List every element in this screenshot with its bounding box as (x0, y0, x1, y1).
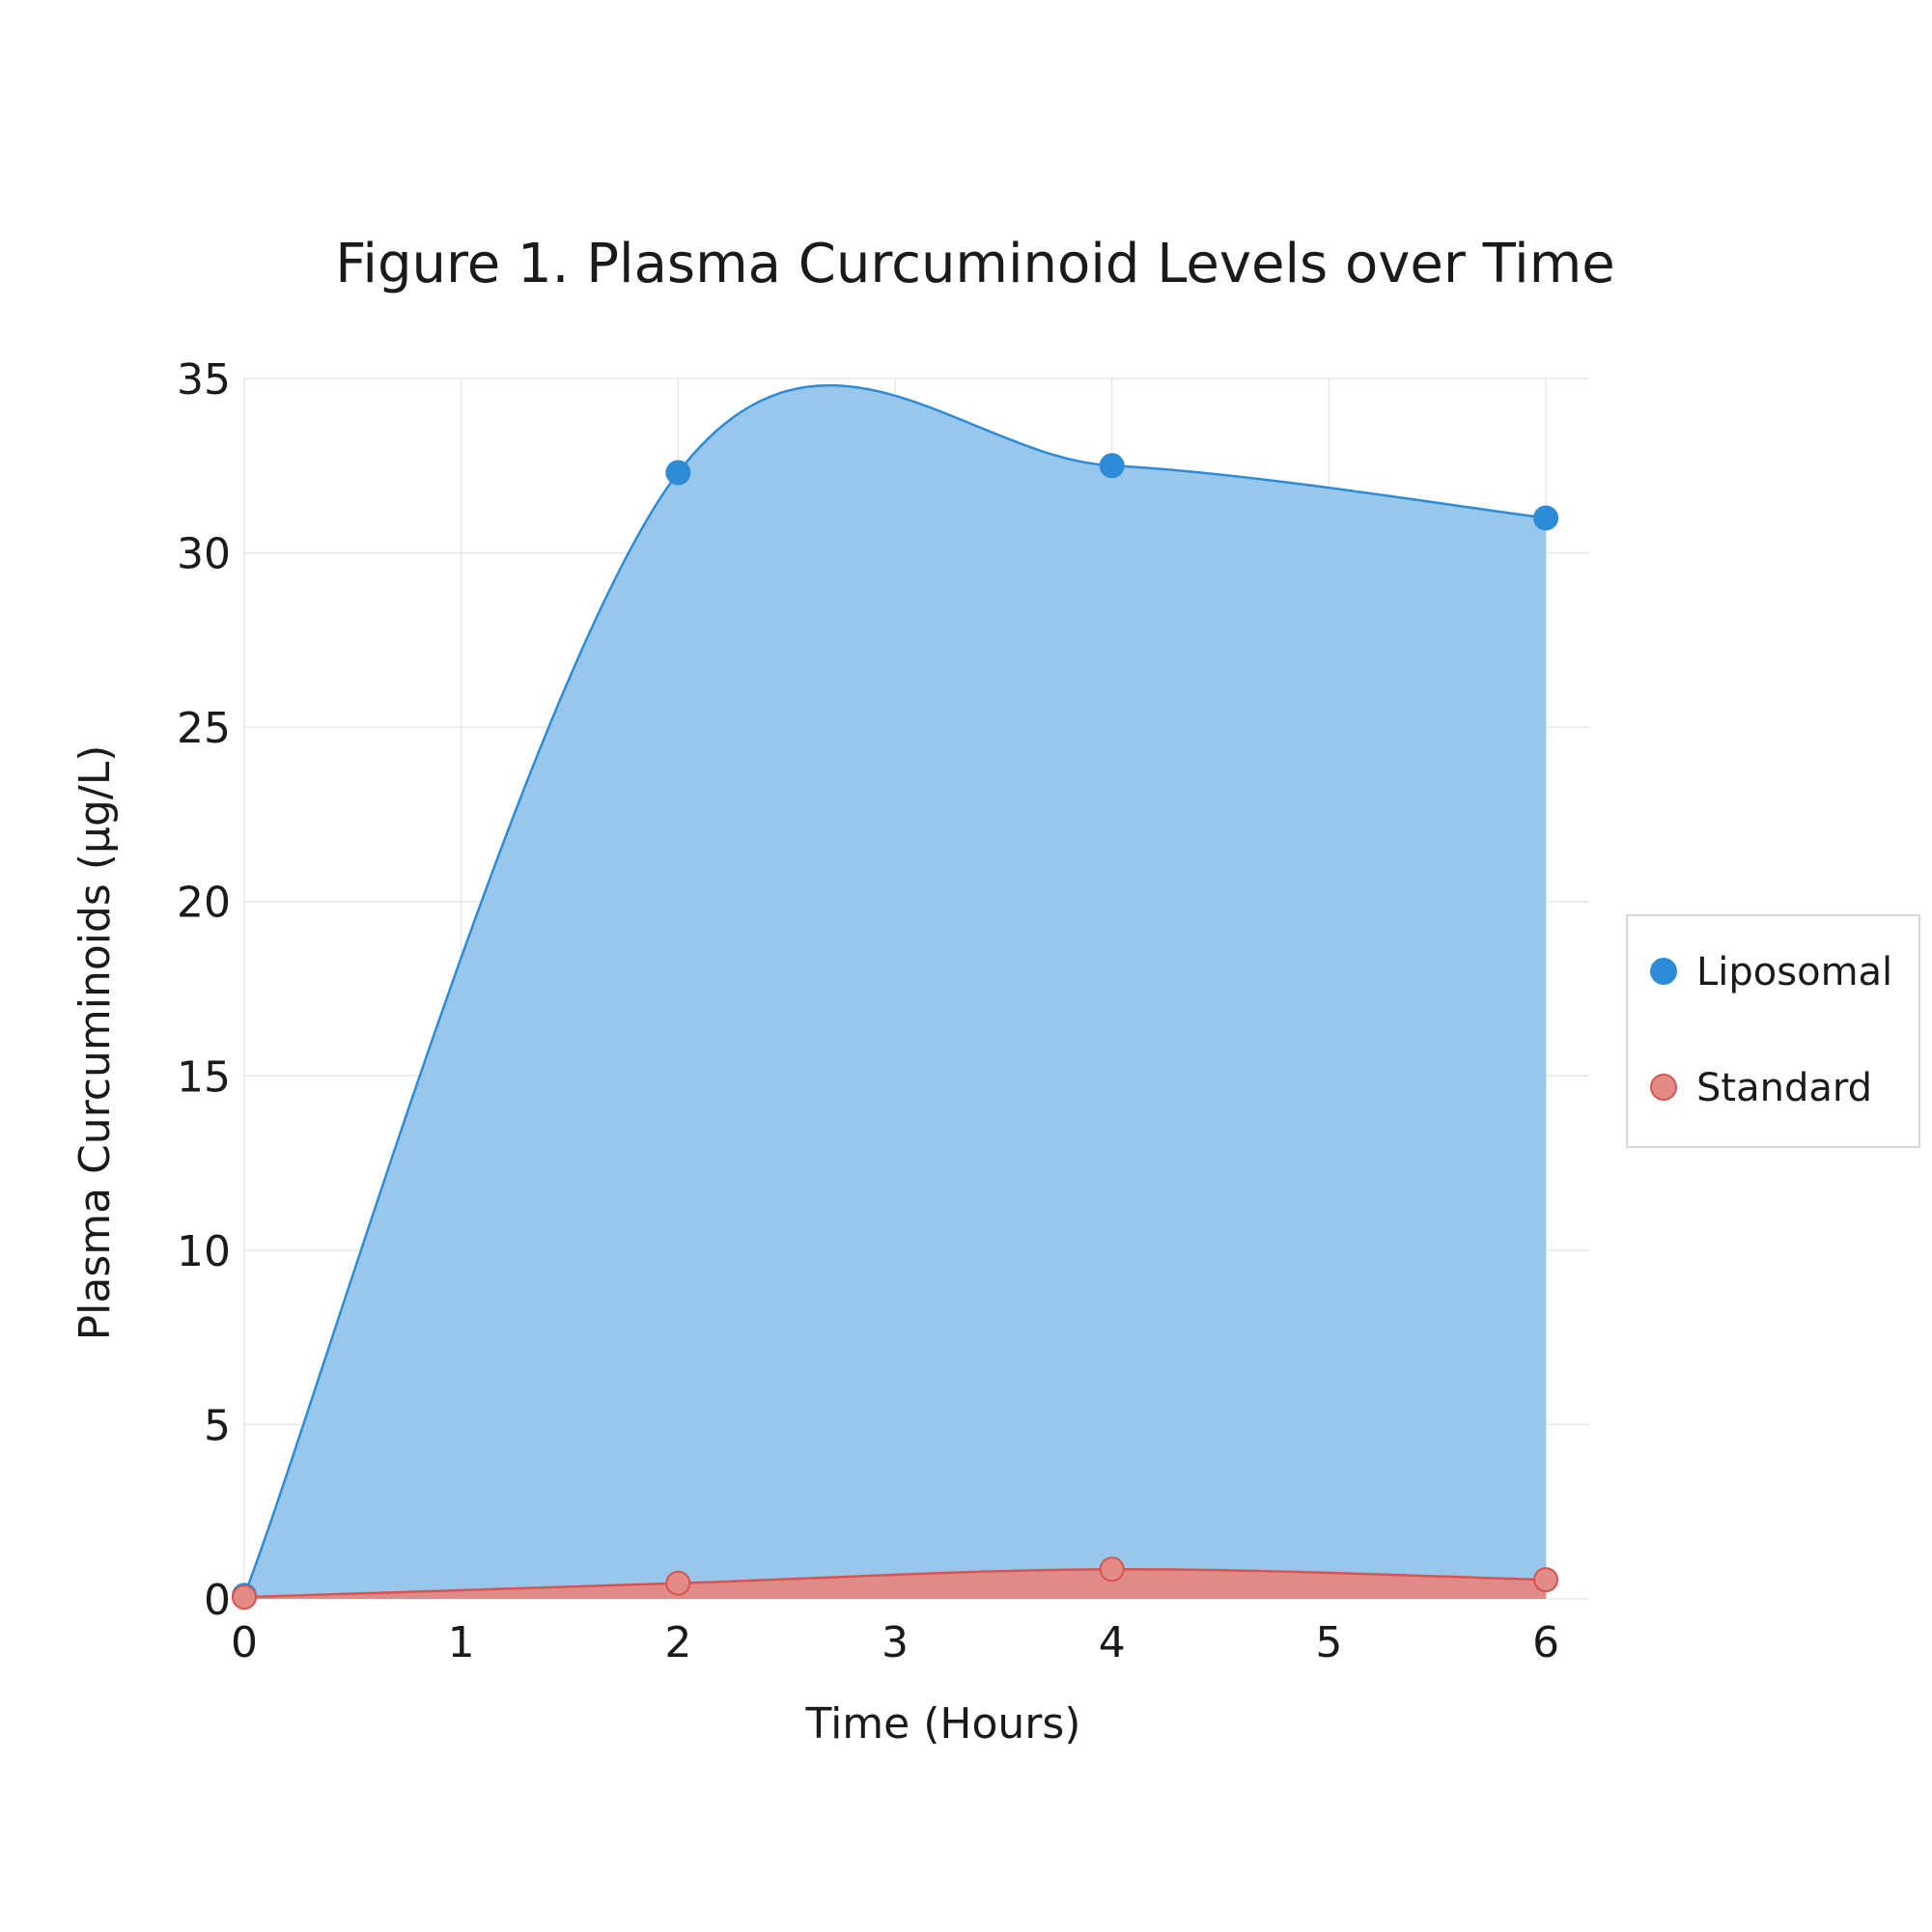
x-tick-label: 2 (664, 1618, 691, 1667)
standard-area (244, 1569, 1547, 1599)
liposomal-point (1099, 453, 1125, 479)
y-tick-label: 35 (177, 355, 231, 405)
x-tick-label: 6 (1532, 1618, 1559, 1667)
y-axis-ticks: 0 5 10 15 20 25 30 35 (177, 355, 231, 1625)
x-tick-label: 3 (882, 1618, 909, 1667)
standard-point (1533, 1567, 1559, 1593)
chart-title: Figure 1. Plasma Curcuminoid Levels over… (335, 233, 1614, 295)
y-tick-label: 20 (177, 879, 231, 928)
y-tick-label: 10 (177, 1227, 231, 1276)
standard-point (232, 1584, 257, 1610)
y-tick-label: 5 (204, 1401, 231, 1450)
legend-marker-standard (1650, 1074, 1677, 1101)
y-axis-label: Plasma Curcuminoids (μg/L) (70, 745, 120, 1341)
liposomal-point (665, 460, 691, 486)
standard-point (665, 1570, 691, 1596)
x-axis-ticks: 0 1 2 3 4 5 6 (231, 1618, 1559, 1667)
y-tick-label: 25 (177, 704, 231, 753)
y-tick-label: 30 (177, 530, 231, 579)
x-tick-label: 5 (1315, 1618, 1342, 1667)
legend-label-liposomal: Liposomal (1696, 950, 1892, 994)
x-tick-label: 4 (1099, 1618, 1126, 1667)
legend-marker-liposomal (1650, 958, 1677, 985)
x-axis-label: Time (Hours) (805, 1699, 1081, 1749)
x-tick-label: 1 (448, 1618, 475, 1667)
data-markers (232, 453, 1559, 1610)
x-tick-label: 0 (231, 1618, 258, 1667)
legend-label-standard: Standard (1696, 1066, 1872, 1110)
standard-line (243, 1568, 1547, 1599)
y-tick-label: 0 (204, 1576, 231, 1625)
legend: Liposomal Standard (1626, 914, 1920, 1148)
liposomal-area (244, 385, 1547, 1599)
plot-area (242, 383, 1547, 1599)
liposomal-point (1533, 505, 1559, 531)
standard-point (1099, 1556, 1125, 1582)
y-tick-label: 15 (177, 1052, 231, 1102)
liposomal-line (242, 383, 1547, 1596)
legend-box (1626, 914, 1920, 1148)
